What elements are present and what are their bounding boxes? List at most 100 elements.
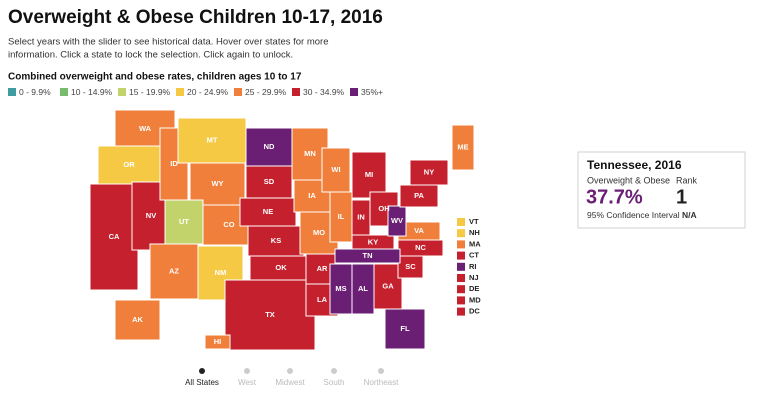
us-map: WA OR CA NV ID MT WY UT CO AZ NM ND SD NE KS OK TX MN IA MO…	[89, 109, 475, 351]
state-label: HI	[214, 337, 222, 346]
state-label: ID	[170, 159, 178, 168]
small-state-swatch[interactable]	[457, 307, 465, 316]
state[interactable]	[149, 243, 199, 300]
state-label: WI	[331, 165, 340, 174]
state-label: WV	[391, 216, 403, 225]
small-state-swatch[interactable]	[457, 229, 465, 238]
state-label: OR	[123, 160, 135, 169]
state-label: MT	[207, 135, 218, 144]
legend-swatch	[292, 88, 300, 96]
state-label: GA	[382, 281, 394, 290]
small-state-swatch[interactable]	[457, 274, 465, 282]
small-state-label: NH	[469, 228, 480, 237]
state-label: MN	[304, 149, 316, 158]
legend-swatch	[234, 88, 242, 96]
state-label: WY	[211, 179, 223, 188]
state-label: NY	[424, 167, 434, 176]
legend-label: 35%+	[361, 87, 383, 97]
state[interactable]	[224, 279, 316, 351]
small-state-label: NJ	[469, 273, 479, 282]
state[interactable]	[97, 145, 161, 185]
small-state-swatch[interactable]	[457, 285, 465, 294]
slider-dot[interactable]	[244, 368, 250, 374]
state[interactable]	[384, 308, 426, 350]
ci: 95% Confidence Interval N/A	[587, 210, 697, 220]
state[interactable]	[204, 334, 231, 350]
state-label: SC	[405, 262, 416, 271]
small-state-swatch[interactable]	[457, 240, 465, 249]
small-state-label: VT	[469, 217, 479, 226]
legend-label: 25 - 29.9%	[245, 87, 287, 97]
state-label: CO	[223, 220, 234, 229]
tooltip-title: Tennessee, 2016	[587, 158, 682, 172]
state-label: KS	[271, 236, 281, 245]
ci-value: N/A	[682, 210, 697, 220]
state[interactable]	[387, 205, 407, 237]
ci-label: 95% Confidence Interval	[587, 210, 680, 220]
state[interactable]	[351, 151, 387, 199]
description: information. Click a state to lock the s…	[8, 50, 293, 61]
slider-dot[interactable]	[287, 368, 293, 374]
slider-dot[interactable]	[331, 368, 337, 374]
slider-label[interactable]: West	[238, 378, 257, 387]
state-label: OH	[378, 204, 389, 213]
state-label: NV	[146, 211, 156, 220]
slider-label[interactable]: Midwest	[275, 378, 305, 387]
state[interactable]	[245, 127, 293, 167]
slider-dot[interactable]	[199, 368, 205, 374]
state[interactable]	[239, 197, 297, 227]
slider-label[interactable]: Northeast	[364, 378, 399, 387]
description: Select years with the slider to see hist…	[8, 37, 329, 48]
state[interactable]	[89, 183, 139, 291]
slider-label[interactable]: All States	[185, 378, 219, 387]
legend-swatch	[8, 88, 16, 96]
small-state-swatch[interactable]	[457, 296, 465, 305]
state-label: NE	[263, 207, 273, 216]
small-state-label: MD	[469, 295, 481, 304]
rank-value: 1	[676, 186, 687, 208]
state-label: VA	[414, 226, 424, 235]
rank-label: Rank	[676, 175, 698, 185]
state-label: ME	[457, 142, 468, 151]
state-label: AR	[317, 264, 328, 273]
state-label: AK	[132, 315, 143, 324]
small-state-swatch[interactable]	[457, 218, 465, 226]
legend-label: 30 - 34.9%	[303, 87, 345, 97]
state-label: SD	[264, 177, 275, 186]
legend-label: 15 - 19.9%	[129, 87, 171, 97]
state-label: IL	[338, 212, 345, 221]
state[interactable]	[409, 159, 449, 186]
small-state-label: DE	[469, 284, 479, 293]
state[interactable]	[321, 147, 351, 193]
state[interactable]	[451, 124, 475, 171]
tooltip-box	[577, 151, 746, 229]
state[interactable]	[249, 255, 313, 281]
state-label: UT	[179, 217, 189, 226]
state[interactable]	[164, 199, 204, 245]
state[interactable]	[334, 248, 401, 264]
state-label: IN	[357, 212, 365, 221]
small-state-swatch[interactable]	[457, 262, 465, 271]
legend-swatch	[118, 88, 126, 96]
state-label: AZ	[169, 266, 179, 275]
legend: 0 - 9.9% 10 - 14.9% 15 - 19.9% 20 - 24.9% 25…	[8, 87, 383, 97]
small-state-label: DC	[469, 307, 480, 316]
state-label: ND	[264, 142, 275, 151]
state-label: NM	[215, 268, 227, 277]
slider-dot[interactable]	[378, 368, 384, 374]
slider-label[interactable]: South	[324, 378, 345, 387]
state[interactable]	[373, 263, 403, 310]
state-label: MS	[335, 284, 346, 293]
state[interactable]	[177, 117, 247, 164]
title: Overweight & Obese Children 10-17, 2016	[8, 7, 383, 28]
metric-value: 37.7%	[586, 186, 643, 208]
state-label: TN	[363, 251, 373, 260]
state-label: OK	[275, 263, 287, 272]
metric-label: Overweight & Obese	[587, 175, 670, 185]
legend-title: Combined overweight and obese rates, chi…	[8, 72, 302, 83]
small-state-swatch[interactable]	[457, 251, 465, 260]
legend-label: 10 - 14.9%	[71, 87, 113, 97]
state[interactable]	[114, 299, 161, 341]
state-label: AL	[358, 284, 368, 293]
